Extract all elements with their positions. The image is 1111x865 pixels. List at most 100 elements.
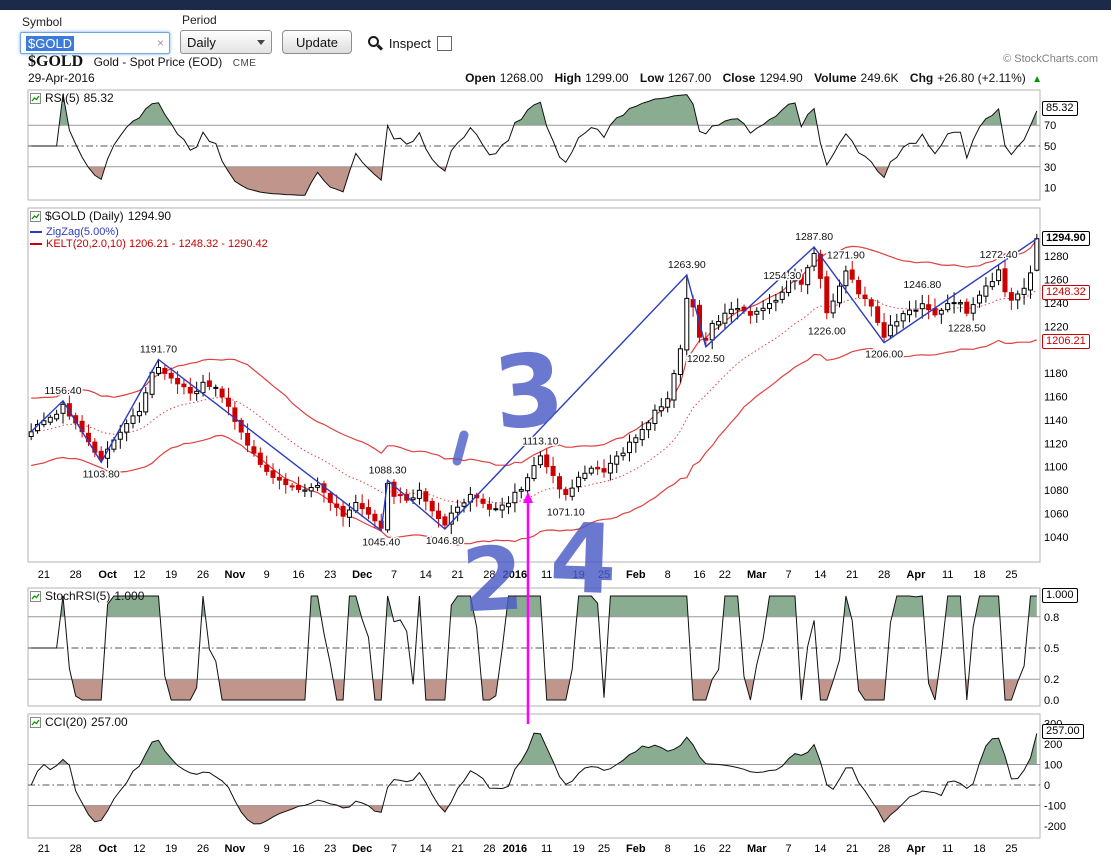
inspect-control: Inspect: [367, 36, 452, 51]
svg-text:25: 25: [1005, 569, 1017, 581]
price-panel-title: $GOLD (Daily) 1294.90: [30, 209, 171, 223]
svg-text:28: 28: [70, 569, 82, 581]
pivot-price-label: 1271.90: [827, 250, 865, 262]
pivot-price-label: 1228.50: [948, 322, 986, 334]
pivot-price-label: 1156.40: [44, 385, 81, 397]
svg-text:23: 23: [324, 569, 336, 581]
pivot-price-label: 1246.80: [903, 279, 941, 291]
clear-input-icon[interactable]: ×: [156, 36, 164, 50]
symbol-input[interactable]: $GOLD ×: [20, 32, 170, 54]
site-topbar: [0, 0, 1111, 10]
svg-text:-200: -200: [1044, 821, 1066, 833]
svg-text:21: 21: [451, 569, 463, 581]
stochrsi-panel-title: StochRSI(5) 1.000: [30, 589, 144, 603]
svg-text:Feb: Feb: [626, 569, 646, 581]
svg-text:28: 28: [483, 843, 495, 855]
quote-value: +26.80 (+2.11%): [937, 71, 1026, 85]
stochrsi-title-value: 1.000: [114, 589, 145, 603]
svg-text:Feb: Feb: [626, 843, 646, 855]
svg-text:1160: 1160: [1044, 392, 1068, 404]
svg-text:18: 18: [973, 569, 985, 581]
period-select[interactable]: Daily: [180, 30, 272, 54]
svg-text:1040: 1040: [1044, 532, 1068, 544]
svg-text:2016: 2016: [503, 843, 527, 855]
svg-text:30: 30: [1044, 162, 1056, 174]
svg-text:19: 19: [165, 843, 177, 855]
chart-graphics: 1156.40 1103.80 1191.70 1045.40 1088.30 1046.…: [27, 89, 1068, 855]
update-button[interactable]: Update: [282, 30, 352, 54]
svg-text:11: 11: [942, 843, 953, 855]
chart-exchange: CME: [232, 58, 257, 69]
svg-text:16: 16: [292, 843, 304, 855]
pivot-price-label: 1202.50: [687, 353, 725, 365]
svg-text:0.5: 0.5: [1044, 643, 1059, 655]
quote-value: 1268.00: [499, 71, 544, 85]
svg-text:Dec: Dec: [352, 569, 372, 581]
svg-text:19: 19: [572, 569, 584, 581]
svg-text:28: 28: [878, 843, 890, 855]
indicator-icon: [30, 716, 41, 728]
svg-text:7: 7: [786, 569, 792, 581]
chart-toolbar: Symbol $GOLD × Period Daily Update Inspe…: [20, 13, 452, 54]
svg-text:11: 11: [541, 843, 552, 855]
price-last-value-box: 1294.90: [1042, 230, 1090, 246]
svg-text:21: 21: [38, 843, 50, 855]
svg-text:28: 28: [483, 569, 495, 581]
svg-text:200: 200: [1044, 739, 1062, 751]
pivot-price-label: 1226.00: [808, 325, 846, 337]
svg-text:Dec: Dec: [352, 843, 372, 855]
price-title-text: $GOLD (Daily): [45, 209, 124, 223]
quote-value: 1294.90: [759, 71, 803, 85]
inspect-checkbox[interactable]: [436, 36, 452, 51]
svg-text:Nov: Nov: [225, 569, 247, 581]
indicator-icon: [30, 590, 41, 602]
quote-label: Chg: [909, 71, 934, 85]
cci-title-text: CCI(20): [45, 715, 88, 729]
svg-text:Nov: Nov: [225, 843, 247, 855]
svg-text:7: 7: [786, 843, 792, 855]
quote-label: Open: [465, 71, 496, 85]
svg-text:22: 22: [719, 569, 731, 581]
chart-name: Gold - Spot Price (EOD): [93, 55, 223, 69]
svg-text:1280: 1280: [1044, 251, 1068, 263]
svg-text:0.8: 0.8: [1044, 612, 1059, 624]
legend-swatch: [30, 231, 42, 233]
svg-text:Apr: Apr: [906, 843, 926, 855]
svg-text:14: 14: [814, 843, 826, 855]
magnifier-icon: [367, 36, 383, 51]
chart-header: $GOLD Gold - Spot Price (EOD) CME © Stoc…: [28, 53, 1098, 71]
svg-text:28: 28: [70, 843, 82, 855]
legend-swatch: [30, 243, 42, 245]
svg-text:9: 9: [264, 843, 270, 855]
svg-text:Apr: Apr: [906, 569, 926, 581]
symbol-input-value: $GOLD: [26, 35, 75, 51]
svg-text:10: 10: [1044, 183, 1056, 195]
svg-text:7: 7: [391, 843, 397, 855]
quote-line: Open 1268.00 High 1299.00 Low 1267.00 Close…: [457, 71, 1042, 85]
svg-text:-100: -100: [1044, 801, 1066, 813]
chart-symbol: $GOLD: [28, 53, 84, 70]
chevron-down-icon: [257, 39, 265, 45]
quote-label: Volume: [814, 71, 857, 85]
pivot-price-label: 1272.40: [980, 249, 1018, 261]
svg-text:1080: 1080: [1044, 485, 1068, 497]
svg-text:25: 25: [1005, 843, 1017, 855]
indicator-icon: [30, 92, 41, 104]
rsi-panel-title: RSI(5) 85.32: [30, 91, 114, 105]
cci-title-value: 257.00: [91, 715, 128, 729]
pivot-price-label: 1254.30: [763, 270, 801, 282]
svg-text:7: 7: [391, 569, 397, 581]
inspect-label: Inspect: [388, 36, 431, 51]
legend-keltner: KELT(20,2.0,10) 1206.21 - 1248.32 - 1290…: [30, 238, 268, 250]
legend-keltner-text: KELT(20,2.0,10) 1206.21 - 1248.32 - 1290…: [46, 238, 268, 250]
chart-subheader: 29-Apr-2016 Open 1268.00 High 1299.00 Low 1…: [28, 71, 1042, 85]
svg-text:1220: 1220: [1044, 321, 1068, 333]
svg-text:28: 28: [878, 569, 890, 581]
svg-text:Oct: Oct: [98, 569, 117, 581]
zigzag-line: [30, 238, 1038, 532]
svg-text:0.2: 0.2: [1044, 674, 1059, 686]
svg-text:1120: 1120: [1044, 438, 1068, 450]
svg-text:2016: 2016: [503, 569, 527, 581]
pivot-price-label: 1088.30: [369, 464, 407, 476]
